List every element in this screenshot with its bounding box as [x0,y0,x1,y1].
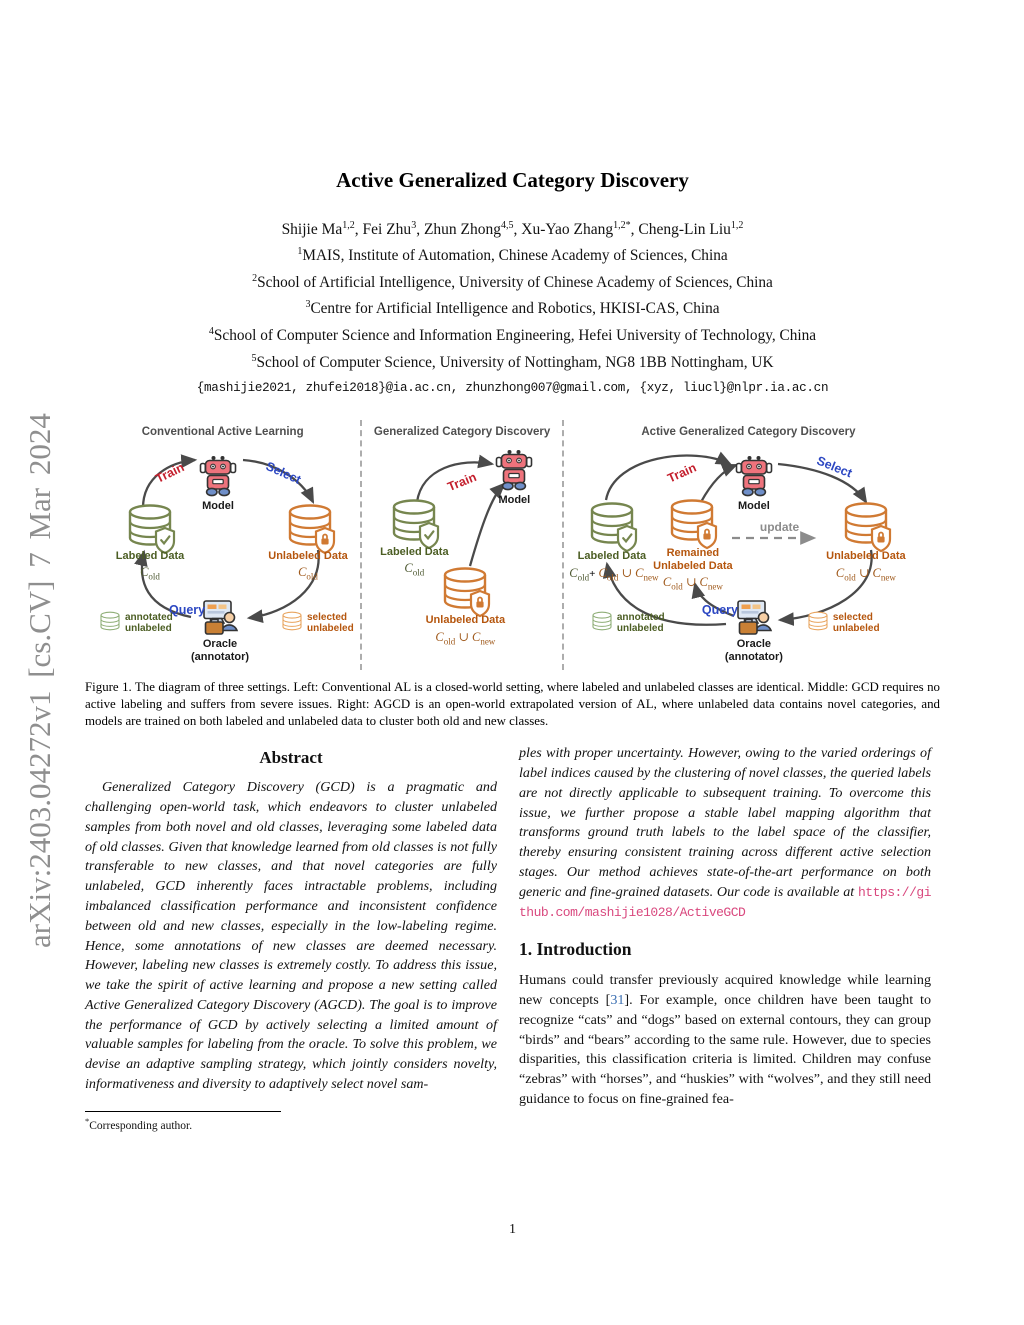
introduction-paragraph: Humans could transfer previously acquire… [519,972,931,1108]
code-repository-link[interactable]: https://github.com/mashijie1028/ActiveGC… [519,884,932,920]
affiliation: 5School of Computer Science, University … [251,352,774,371]
model-robot-icon [735,455,773,497]
paper-content: Active Generalized Category Discovery Sh… [85,0,940,1237]
arxiv-watermark: arXiv:2403.04272v1 [cs.CV] 7 Mar 2024 [22,413,57,948]
model-robot-icon [496,449,533,491]
to-oracle-arrow [777,549,873,627]
model-label: Model [202,500,234,513]
page-number: 1 [509,1222,516,1237]
figure-panel-conventional-al: Conventional Active Learning Train Selec… [85,420,360,670]
model-robot-icon [199,455,237,497]
unlabeled-data-label: Unlabeled Data [268,550,348,563]
model-label: Model [498,494,531,507]
affiliation: 3Centre for Artificial Intelligence and … [305,299,720,318]
remained-math: Cold ∪ Cnew [662,575,723,592]
labeled-data-math: Cold+ Cold ∪ Cnew [569,566,659,583]
shield-lock-icon [870,525,891,553]
labeled-data-math: Cold [140,565,160,582]
panel3-graphics [590,451,891,635]
train-arrow-labeled [416,454,495,503]
author: Xu-Yao Zhang1,2*, [521,220,639,239]
introduction-heading: 1. Introduction [519,939,632,960]
affiliation: 2School of Artificial Intelligence, Univ… [252,272,773,291]
footnote-rule [85,1110,281,1112]
annotated-unlabeled-legend: annotated unlabeled [616,612,665,635]
unlabeled-data-label: Unlabeled Data [425,614,506,627]
author: Fei Zhu3, [362,220,424,239]
model-label: Model [737,500,770,513]
train-arrow-unlabeled [469,482,506,567]
labeled-data-math: Cold [404,561,425,578]
query-label: Query [169,603,206,618]
affiliation: 1MAIS, Institute of Automation, Chinese … [297,246,728,265]
author: Cheng-Lin Liu1,2 [638,220,744,239]
paper-title: Active Generalized Category Discovery [336,168,689,192]
oracle-label: Oracle [736,638,771,651]
selected-unlabeled-legend: selected unlabeled [832,612,880,635]
corresponding-author-footnote: *Corresponding author. [85,1115,193,1132]
author-emails: {mashijie2021, zhufei2018}@ia.ac.cn, zhu… [196,381,829,396]
author: Shijie Ma1,2, [281,220,363,239]
author-line: Shijie Ma1,2, Fei Zhu3, Zhun Zhong4,5, X… [85,220,940,239]
selected-db-icon [282,611,302,631]
panel1-title: Conventional Active Learning [141,426,304,439]
affiliation: 4School of Computer Science and Informat… [208,325,817,345]
train-arrow [141,454,198,509]
select-arrow [242,458,315,505]
shield-lock-icon [470,590,491,618]
figure-panel-agcd: Active Generalized Category Discovery Tr… [564,420,933,670]
annotated-db-icon [100,611,120,631]
two-column-body: Abstract Generalized Category Discovery … [85,744,940,1132]
unlabeled-data-label: Unlabeled Data [826,550,906,563]
panel3-title: Active Generalized Category Discovery [641,426,856,439]
figure-panel-gcd: Generalized Category Discovery Train Mod… [360,420,564,671]
remained-to-model-arrow [699,464,738,503]
query-to-labeled-arrow [602,561,726,627]
remained-label-1: Remained [666,547,720,560]
right-column: ples with proper uncertainty. However, o… [519,744,932,1132]
update-label: update [759,520,800,535]
oracle-sublabel: (annotator) [724,651,783,664]
query-label: Query [701,603,739,618]
oracle-label: Oracle [202,638,238,651]
query-arrow [134,549,192,619]
panel1-graphics [100,454,336,635]
unlabeled-data-math: Cold ∪ Cnew [835,566,896,583]
shield-check-icon [419,522,440,550]
selected-unlabeled-legend: selected unlabeled [307,612,354,635]
labeled-data-label: Labeled Data [577,550,647,563]
abstract-heading: Abstract [259,748,323,768]
author: Zhun Zhong4,5, [423,220,522,239]
unlabeled-data-math: Cold ∪ Cnew [435,630,496,647]
selected-db-icon [808,611,828,631]
annotated-db-icon [592,611,612,631]
panel2-title: Generalized Category Discovery [373,426,551,439]
select-arrow [777,462,868,505]
shield-lock-icon [696,522,717,550]
labeled-data-label: Labeled Data [115,550,185,563]
figure-caption: Figure 1. The diagram of three settings.… [85,680,940,729]
citation-31-link[interactable]: 31 [610,992,625,1009]
train-arrow [604,451,732,501]
labeled-data-label: Labeled Data [380,546,449,559]
panel2-graphics [393,449,533,618]
figure-1: Conventional Active Learning Train Selec… [85,420,933,671]
left-column: Abstract Generalized Category Discovery … [85,744,497,1132]
abstract-text-left: Generalized Category Discovery (GCD) is … [85,779,497,1093]
annotated-unlabeled-legend: annotated unlabeled [125,612,173,635]
remained-label-2: Unlabeled Data [653,560,733,573]
query-to-remained-arrow [691,581,735,618]
affiliations: 1MAIS, Institute of Automation, Chinese … [85,241,940,374]
abstract-text-right: ples with proper uncertainty. However, o… [519,745,932,920]
to-oracle-arrow [246,549,320,624]
oracle-icon [737,600,772,635]
oracle-icon [203,600,238,635]
unlabeled-data-math: Cold [298,565,318,582]
oracle-sublabel: (annotator) [190,651,250,664]
